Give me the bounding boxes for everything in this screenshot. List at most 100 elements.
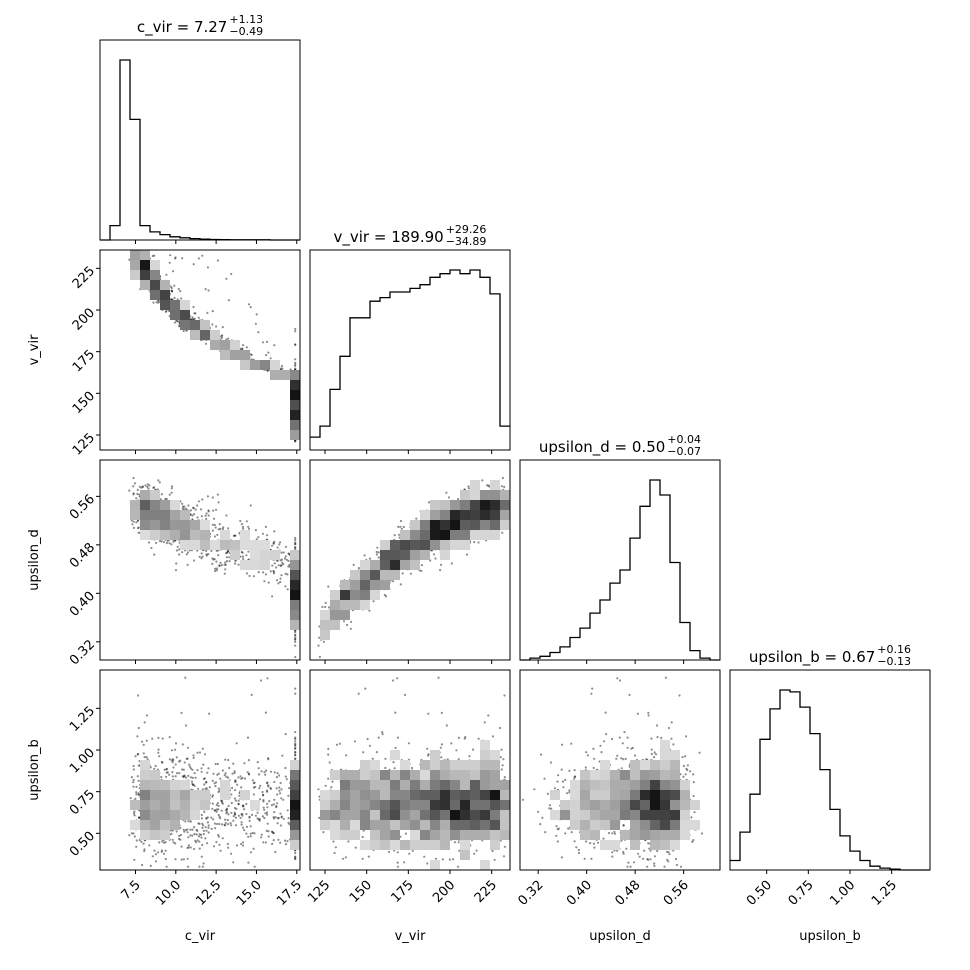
sample-point (240, 348, 244, 351)
density-cell (320, 620, 330, 630)
density-cell (470, 530, 480, 540)
sample-point (269, 357, 272, 360)
sample-point (350, 620, 353, 624)
density-cell (450, 530, 460, 540)
sample-point (467, 487, 471, 490)
sample-point (178, 553, 181, 556)
sample-point (230, 824, 233, 827)
sample-point (145, 756, 148, 759)
sample-point (192, 305, 195, 309)
sample-point (176, 298, 179, 301)
density-cell (150, 520, 160, 530)
density-cell (490, 510, 500, 520)
sample-point (154, 860, 157, 863)
sample-point (186, 563, 189, 567)
sample-point (271, 544, 274, 547)
sample-point (211, 496, 214, 499)
sample-point (134, 755, 137, 758)
density-cell (500, 500, 510, 510)
sample-point (141, 863, 144, 867)
sample-point (225, 277, 228, 280)
sample-point (207, 826, 210, 829)
sample-point (204, 514, 207, 517)
sample-point (237, 563, 240, 566)
density-cell (480, 520, 490, 530)
sample-point (151, 855, 154, 858)
density-cell (380, 550, 390, 560)
density-cell (370, 570, 380, 580)
sample-point (133, 482, 137, 485)
sample-point (157, 479, 160, 482)
sample-point (477, 541, 480, 544)
density-cell (210, 340, 220, 350)
sample-point (153, 254, 156, 257)
sample-point (280, 574, 283, 577)
density-cell (140, 520, 150, 530)
sample-point (254, 322, 257, 325)
sample-point (294, 367, 297, 370)
density-cell (340, 610, 350, 620)
sample-point (207, 510, 210, 513)
sample-point (204, 342, 208, 345)
density-cell (440, 530, 450, 540)
sample-point (273, 562, 276, 565)
sample-point (260, 770, 263, 773)
density-cell (290, 410, 300, 420)
sample-point (257, 536, 260, 539)
density-cell (290, 420, 300, 430)
sample-point (276, 772, 279, 775)
sample-point (205, 554, 208, 557)
sample-point (128, 258, 131, 261)
scatter-panel-c_vir-vs-v_vir (100, 250, 300, 450)
density-cell (330, 590, 340, 600)
sample-point (217, 554, 220, 557)
sample-point (264, 525, 267, 529)
density-cell (340, 580, 350, 590)
density-cell (470, 510, 480, 520)
sample-point (500, 485, 503, 488)
density-cell (170, 500, 180, 510)
sample-point (181, 505, 184, 508)
sample-point (285, 558, 288, 561)
density-cell (380, 580, 390, 590)
sample-point (324, 601, 327, 605)
density-cell (360, 590, 370, 600)
sample-point (215, 560, 218, 563)
sample-point (162, 852, 166, 855)
density-cell (370, 590, 380, 600)
density-cell (140, 500, 150, 510)
sample-point (142, 752, 145, 755)
sample-point (275, 579, 279, 582)
sample-point (247, 861, 250, 864)
density-cell (150, 490, 160, 500)
density-cell (450, 510, 460, 520)
sample-point (225, 551, 229, 554)
density-cell (380, 570, 390, 580)
sample-point (294, 754, 297, 757)
sample-point (216, 259, 219, 262)
sample-point (218, 523, 221, 526)
density-cell (150, 500, 160, 510)
sample-point (205, 512, 208, 515)
sample-point (432, 553, 436, 556)
sample-point (447, 496, 450, 499)
sample-point (168, 261, 171, 264)
sample-point (294, 631, 297, 634)
sample-point (160, 493, 164, 496)
density-cell (180, 520, 190, 530)
sample-point (273, 530, 276, 533)
density-cell (140, 260, 150, 270)
density-cell (420, 520, 430, 530)
sample-point (279, 792, 282, 795)
sample-point (227, 823, 230, 826)
sample-point (212, 772, 215, 775)
density-cell (140, 490, 150, 500)
sample-point (242, 557, 245, 561)
sample-point (172, 270, 175, 273)
sample-point (164, 310, 167, 313)
sample-point (294, 633, 297, 636)
sample-point (217, 804, 220, 807)
sample-point (294, 439, 297, 442)
sample-point (225, 560, 229, 563)
sample-point (467, 485, 470, 488)
